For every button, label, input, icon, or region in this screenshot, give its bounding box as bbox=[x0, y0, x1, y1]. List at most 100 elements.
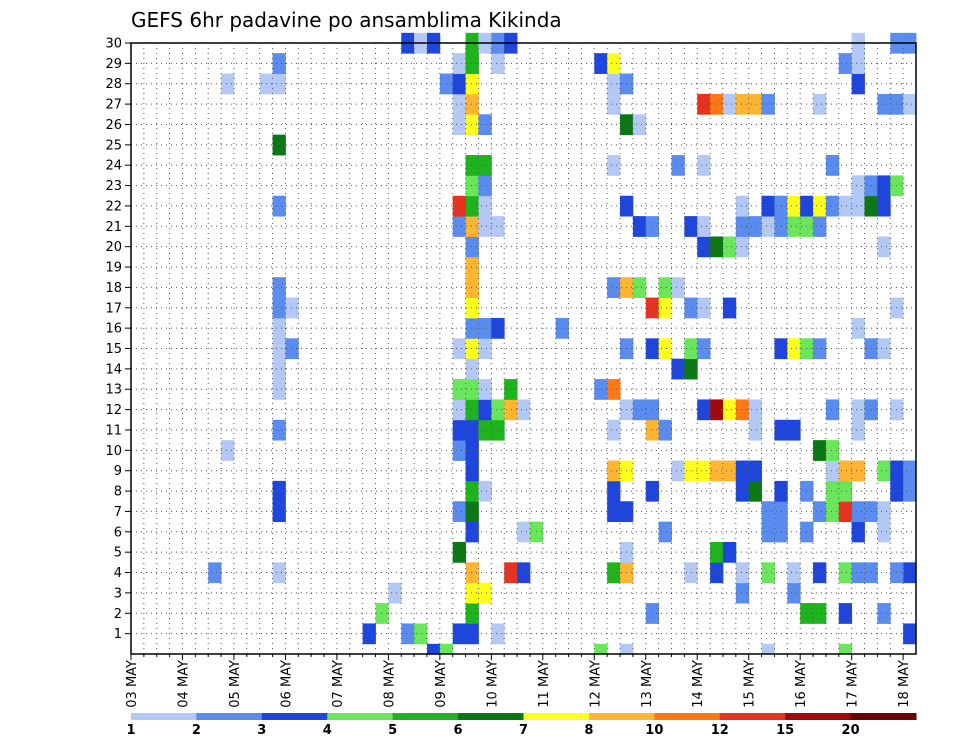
heatmap-cell bbox=[645, 419, 660, 441]
heatmap-cell bbox=[722, 541, 737, 563]
heatmap-cell bbox=[838, 53, 853, 74]
heatmap-cell bbox=[748, 460, 762, 482]
heatmap-cell bbox=[838, 643, 853, 655]
heatmap-cell bbox=[452, 73, 466, 95]
heatmap-cell bbox=[877, 603, 891, 624]
heatmap-cell bbox=[465, 338, 479, 360]
heatmap-cell bbox=[620, 643, 634, 655]
heatmap-cell bbox=[465, 480, 479, 502]
heatmap-cell bbox=[632, 216, 647, 237]
heatmap-cell bbox=[851, 175, 865, 197]
heatmap-cell bbox=[555, 317, 569, 339]
heatmap-cell bbox=[684, 460, 698, 482]
heatmap-cell bbox=[272, 480, 286, 502]
x-tick-label: 12 MAY bbox=[588, 660, 603, 708]
heatmap-cell bbox=[851, 317, 865, 339]
heatmap-cell bbox=[684, 338, 698, 360]
heatmap-cell bbox=[748, 93, 762, 115]
heatmap-cell bbox=[452, 440, 466, 461]
y-tick-label: 23 bbox=[105, 179, 122, 194]
heatmap-cell bbox=[632, 277, 647, 298]
heatmap-cell bbox=[748, 419, 762, 441]
heatmap-cell bbox=[787, 582, 801, 604]
y-tick-label: 9 bbox=[114, 464, 122, 479]
heatmap-cell bbox=[838, 460, 853, 482]
y-tick-label: 30 bbox=[105, 37, 122, 52]
heatmap-cell bbox=[465, 358, 479, 380]
colorbar-swatch bbox=[785, 713, 852, 720]
colorbar-swatch bbox=[261, 713, 328, 720]
heatmap-cell bbox=[272, 297, 286, 319]
x-tick-label: 10 MAY bbox=[485, 660, 500, 708]
y-tick-label: 24 bbox=[105, 159, 122, 174]
heatmap-cell bbox=[452, 541, 466, 563]
heatmap-cell bbox=[478, 480, 492, 502]
heatmap-cell bbox=[658, 521, 672, 543]
heatmap-cell bbox=[272, 195, 286, 217]
heatmap-cell bbox=[632, 114, 647, 136]
heatmap-cell bbox=[877, 236, 891, 258]
heatmap-cell bbox=[761, 562, 775, 584]
heatmap-cell bbox=[825, 440, 840, 461]
heatmap-cell bbox=[813, 440, 827, 461]
heatmap-cells bbox=[208, 32, 917, 655]
heatmap-cell bbox=[825, 501, 840, 523]
heatmap-cell bbox=[452, 93, 466, 115]
heatmap-cell bbox=[478, 216, 492, 237]
colorbar-swatch bbox=[850, 713, 917, 720]
y-tick-label: 25 bbox=[105, 138, 122, 153]
y-tick-label: 22 bbox=[105, 199, 122, 214]
colorbar-label: 1 bbox=[126, 723, 135, 738]
heatmap-cell bbox=[465, 419, 479, 441]
heatmap-cell bbox=[517, 521, 531, 543]
heatmap-cell bbox=[272, 73, 286, 95]
heatmap-cell bbox=[697, 216, 711, 237]
heatmap-cell bbox=[813, 216, 827, 237]
y-tick-label: 4 bbox=[114, 566, 122, 581]
heatmap-cell bbox=[478, 379, 492, 400]
y-tick-label: 18 bbox=[105, 281, 122, 296]
x-tick-label: 17 MAY bbox=[846, 660, 861, 708]
heatmap-cell bbox=[465, 582, 479, 604]
heatmap-cell bbox=[465, 521, 479, 543]
heatmap-cell bbox=[465, 562, 479, 584]
heatmap-cell bbox=[735, 195, 750, 217]
heatmap-cell bbox=[671, 155, 685, 176]
heatmap-cell bbox=[491, 317, 505, 339]
y-tick-label: 1 bbox=[114, 627, 122, 642]
colorbar-swatch bbox=[588, 713, 655, 720]
heatmap-cell bbox=[851, 521, 865, 543]
colorbar-swatch bbox=[131, 713, 197, 720]
heatmap-cell bbox=[787, 419, 801, 441]
heatmap-cell bbox=[465, 603, 479, 624]
heatmap-cell bbox=[594, 643, 608, 655]
x-tick-label: 06 MAY bbox=[279, 660, 294, 708]
heatmap-cell bbox=[838, 562, 853, 584]
heatmap-cell bbox=[465, 317, 479, 339]
heatmap-cell bbox=[452, 623, 466, 645]
heatmap-cell bbox=[722, 399, 737, 421]
x-tick-label: 14 MAY bbox=[691, 660, 706, 708]
heatmap-cell bbox=[465, 73, 479, 95]
x-tick-label: 04 MAY bbox=[176, 660, 191, 708]
heatmap-cell bbox=[697, 297, 711, 319]
heatmap-cell bbox=[851, 399, 865, 421]
heatmap-cell bbox=[697, 93, 711, 115]
heatmap-cell bbox=[478, 338, 492, 360]
x-tick-label: 15 MAY bbox=[743, 660, 758, 708]
y-tick-label: 29 bbox=[105, 57, 122, 72]
colorbar-label: 7 bbox=[519, 723, 528, 738]
heatmap-cell bbox=[903, 480, 917, 502]
y-tick-label: 19 bbox=[105, 261, 122, 276]
y-tick-label: 13 bbox=[105, 383, 122, 398]
heatmap-cell bbox=[761, 195, 775, 217]
heatmap-cell bbox=[478, 419, 492, 441]
heatmap-cell bbox=[813, 603, 827, 624]
heatmap-cell bbox=[645, 399, 660, 421]
heatmap-cell bbox=[697, 338, 711, 360]
heatmap-cell bbox=[504, 399, 518, 421]
heatmap-cell bbox=[452, 501, 466, 523]
heatmap-cell bbox=[838, 603, 853, 624]
heatmap-cell bbox=[452, 195, 466, 217]
